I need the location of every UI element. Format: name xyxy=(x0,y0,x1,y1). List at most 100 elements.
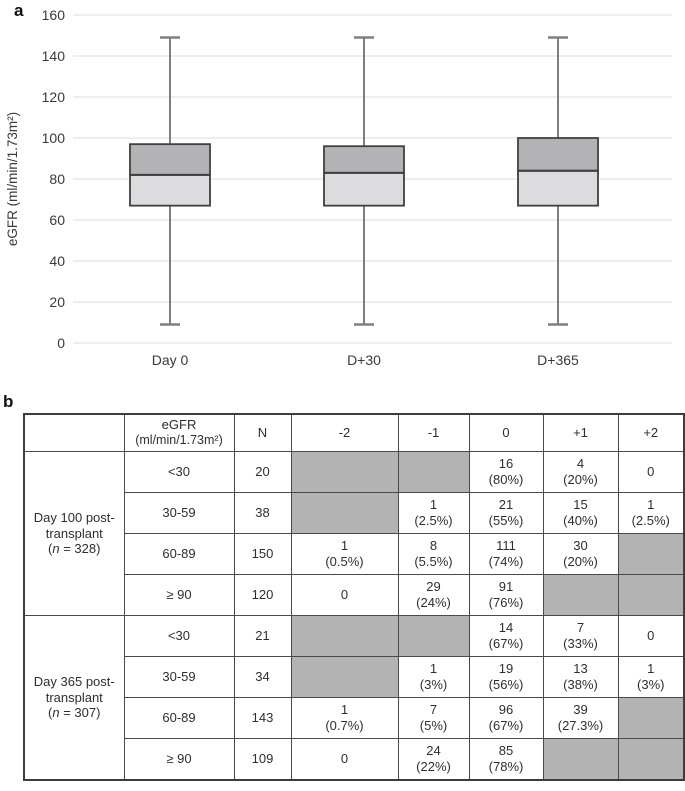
table-row: ≥ 90 109 0 24 (22%) 85 (78%) xyxy=(24,738,685,781)
delta-value-cell: 1 (3%) xyxy=(617,656,685,698)
group-n-symbol: n xyxy=(52,541,60,557)
x-category-label: D+30 xyxy=(347,352,381,368)
cell-count: 29 xyxy=(426,579,441,595)
box-upper-quartile xyxy=(517,137,599,172)
box-upper-quartile xyxy=(323,145,405,174)
excluded-gray-cell xyxy=(617,533,685,575)
delta-value-cell: 15 (40%) xyxy=(542,492,619,534)
egfr-header-line2: (ml/min/1.73m²) xyxy=(135,433,223,448)
y-tick-label: 20 xyxy=(49,294,65,310)
cell-count: 19 xyxy=(498,661,514,677)
table-row: Day 100 post-transplant (n = 328) <30 20 16(… xyxy=(23,451,685,616)
excluded-gray-cell xyxy=(617,738,685,781)
cell-count: 7 xyxy=(429,702,438,718)
cell-count: 1 xyxy=(429,497,438,513)
cell-count: 30 xyxy=(573,538,588,554)
cell-count: 85 xyxy=(498,743,514,759)
n-header-cell: N xyxy=(233,413,292,452)
box-lower-quartile xyxy=(517,169,599,207)
cell-count: 13 xyxy=(573,661,588,677)
delta-value-cell: 14 (67%) xyxy=(468,615,544,657)
cell-count: 96 xyxy=(498,702,514,718)
excluded-gray-cell xyxy=(542,574,619,616)
delta-value-cell: 4 (20%) xyxy=(542,451,619,493)
boxplot-chart: 0 20 40 60 80 100 120 140 160 eGFR (ml/min/1.73m²… xyxy=(0,0,685,392)
cell-count: 1 xyxy=(647,661,655,677)
excluded-gray-cell xyxy=(290,615,399,657)
y-tick-label: 140 xyxy=(42,48,66,64)
cell-count: 1 xyxy=(340,538,349,554)
cell-pct: (74%) xyxy=(488,554,524,569)
excluded-gray-cell xyxy=(290,656,399,698)
y-tick-label: 120 xyxy=(42,89,66,105)
boxplot-svg: 0 20 40 60 80 100 120 140 160 eGFR (ml/min/1.73m²… xyxy=(5,7,672,368)
delta-value-cell: 13 (38%) xyxy=(542,656,619,698)
delta-value-cell: 0 xyxy=(617,615,685,657)
cell-count: 1 xyxy=(429,661,438,677)
delta-value-cell: 30 (20%) xyxy=(542,533,619,575)
group-n: (n = 307) xyxy=(48,705,101,721)
delta-header-cell: +1 xyxy=(542,413,619,452)
n-value-cell: 109 xyxy=(233,738,292,781)
cell-count: 91 xyxy=(498,579,514,595)
cell-pct: (80%) xyxy=(488,472,524,487)
cell-count: 111 xyxy=(496,538,516,554)
excluded-gray-cell xyxy=(290,492,399,534)
box-lower-quartile xyxy=(323,171,405,207)
cell-pct: (40%) xyxy=(563,513,598,528)
cell-pct: (3%) xyxy=(419,677,448,692)
delta-value-cell: 1 (0.7%) xyxy=(290,697,399,739)
delta-value-cell: 96 (67%) xyxy=(468,697,544,739)
group-label-cell: Day 100 post-transplant (n = 328) xyxy=(23,451,125,616)
group-n-symbol: n xyxy=(52,705,60,721)
category-cell: 30-59 xyxy=(123,492,235,534)
delta-value-cell: 16 (80%) xyxy=(468,451,544,493)
n-value-cell: 21 xyxy=(233,615,292,657)
cell-count: 7 xyxy=(576,620,585,636)
table-row: Day 365 post-transplant (n = 307) <30 21 14(… xyxy=(23,615,685,781)
category-cell: 60-89 xyxy=(123,697,235,739)
y-tick-label: 60 xyxy=(49,212,65,228)
delta-value-cell: 85 (78%) xyxy=(468,738,544,781)
cell-pct: (27.3%) xyxy=(557,718,604,733)
delta-value-cell: 0 xyxy=(290,738,399,781)
y-tick-label: 100 xyxy=(42,130,66,146)
cell-count: 8 xyxy=(429,538,438,554)
group-label-cell: Day 365 post-transplant (n = 307) xyxy=(23,615,125,781)
n-value-cell: 143 xyxy=(233,697,292,739)
delta-value-cell: 39 (27.3%) xyxy=(542,697,619,739)
y-tick-label: 40 xyxy=(49,253,65,269)
cell-pct: (67%) xyxy=(488,718,524,733)
delta-value-cell: 91 (76%) xyxy=(468,574,544,616)
box-lower-quartile xyxy=(129,173,211,207)
table-header-row: eGFR (ml/min/1.73m²) N -2 -1 0 +1 +2 xyxy=(23,413,685,452)
egfr-header-line1: eGFR xyxy=(161,417,197,433)
delta-value-cell: 1 (2.5%) xyxy=(617,492,685,534)
cell-count: 1 xyxy=(647,497,655,513)
excluded-gray-cell xyxy=(617,574,685,616)
cell-count: 15 xyxy=(573,497,588,513)
delta-value-cell: 29 (24%) xyxy=(397,574,470,616)
table-row: 30-59 34 1 (3%) 19 (56%) 13 (38%) 1 (3%) xyxy=(24,656,685,698)
y-axis-title: eGFR (ml/min/1.73m²) xyxy=(5,112,20,246)
cell-count: 1 xyxy=(340,702,349,718)
delta-value-cell: 8 (5.5%) xyxy=(397,533,470,575)
table-row: 60-89 150 1 (0.5%) 8 (5.5%) 111 (74%) 30 (20%) xyxy=(24,533,685,575)
table-row: 60-89 143 1 (0.7%) 7 (5%) 96 (67%) 39 (27.3%) xyxy=(24,697,685,739)
cell-pct: (3%) xyxy=(637,677,665,692)
n-value-cell: 150 xyxy=(233,533,292,575)
x-category-label: Day 0 xyxy=(152,352,189,368)
delta-value-cell: 19 (56%) xyxy=(468,656,544,698)
cell-count: 21 xyxy=(498,497,514,513)
table-row: ≥ 90 120 0 29 (24%) 91 (76%) xyxy=(24,574,685,616)
cell-count: 0 xyxy=(647,628,655,644)
cell-pct: (20%) xyxy=(563,554,598,569)
cell-pct: (0.7%) xyxy=(325,718,364,733)
group-label: Day 100 post-transplant xyxy=(33,509,115,541)
corner-cell xyxy=(23,413,125,452)
panel-b-label: b xyxy=(3,392,14,411)
cell-pct: (78%) xyxy=(488,759,524,774)
category-cell: ≥ 90 xyxy=(123,738,235,781)
cell-pct: (22%) xyxy=(416,759,451,774)
delta-value-cell: 111 (74%) xyxy=(468,533,544,575)
